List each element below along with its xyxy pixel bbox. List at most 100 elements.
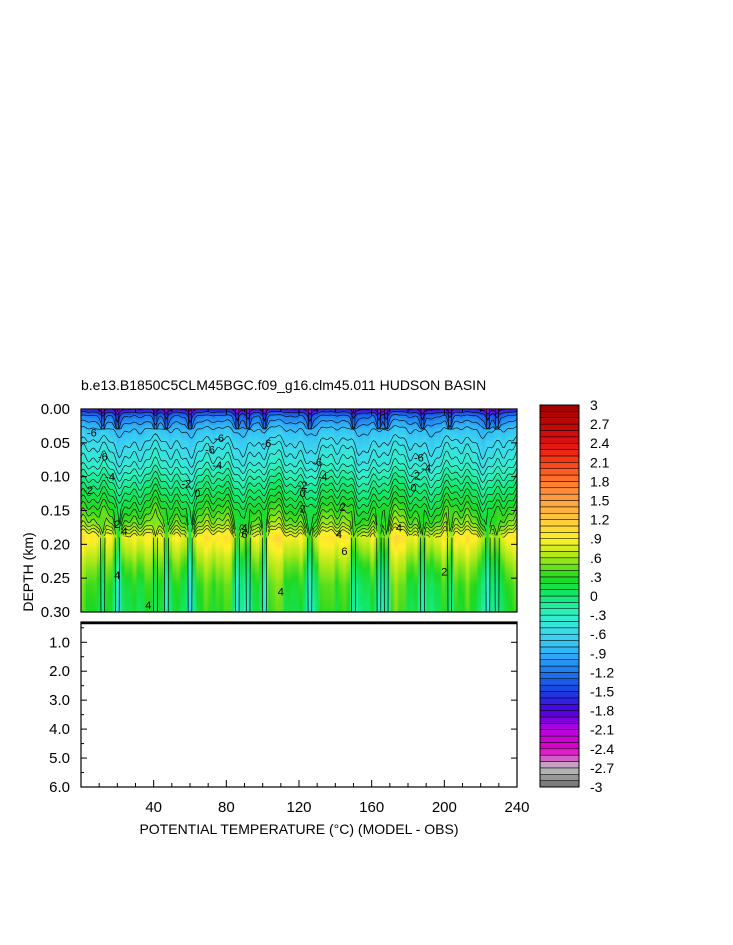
field-cell	[326, 443, 332, 448]
field-cell	[429, 447, 435, 451]
field-cell	[132, 475, 138, 480]
field-cell	[437, 415, 443, 420]
field-cell	[390, 409, 395, 413]
field-cell	[263, 478, 268, 483]
field-cell	[291, 507, 296, 512]
field-cell	[445, 437, 451, 442]
field-cell	[283, 409, 288, 413]
field-cell	[398, 532, 403, 537]
field-cell	[136, 472, 142, 477]
field-cell	[449, 510, 455, 515]
field-cell	[287, 412, 292, 416]
field-cell	[437, 469, 443, 474]
field-cell	[417, 507, 423, 512]
field-cell	[318, 459, 324, 464]
field-cell	[406, 497, 411, 502]
field-cell	[140, 475, 146, 480]
field-cell	[199, 450, 205, 454]
field-cell	[358, 532, 364, 537]
field-cell	[501, 434, 506, 439]
field-cell	[112, 466, 118, 470]
field-cell	[275, 481, 280, 486]
field-cell	[243, 453, 249, 458]
field-cell	[362, 488, 367, 493]
field-cell	[513, 520, 517, 524]
field-cell	[132, 488, 138, 493]
field-cell	[180, 500, 185, 505]
field-cell	[195, 520, 201, 524]
field-cell	[219, 504, 225, 508]
field-cell	[207, 475, 213, 480]
field-cell	[124, 478, 130, 483]
field-cell	[330, 504, 336, 508]
field-cell	[402, 424, 407, 429]
field-cell	[148, 523, 153, 527]
field-cell	[140, 507, 146, 512]
field-cell	[84, 545, 90, 550]
field-cell	[394, 440, 399, 445]
field-cell	[84, 529, 90, 534]
field-cell	[402, 504, 407, 508]
field-cell	[172, 434, 177, 439]
field-cell	[231, 494, 237, 499]
field-cell	[152, 450, 157, 454]
field-cell	[417, 418, 423, 423]
field-cell	[148, 520, 153, 524]
field-cell	[354, 523, 360, 527]
field-cell	[465, 520, 471, 524]
field-cell	[203, 447, 209, 451]
field-cell	[429, 421, 435, 426]
field-cell	[231, 535, 237, 540]
field-cell	[203, 418, 209, 423]
field-cell	[247, 535, 253, 540]
field-cell	[112, 450, 118, 454]
field-cell	[92, 551, 98, 556]
field-cell	[92, 412, 98, 416]
field-cell	[413, 412, 419, 416]
field-cell	[437, 523, 443, 527]
field-cell	[382, 447, 387, 451]
field-cell	[144, 447, 149, 451]
field-cell	[144, 504, 149, 508]
field-cell	[251, 456, 256, 461]
field-cell	[184, 500, 189, 505]
field-cell	[457, 532, 463, 537]
field-cell	[211, 443, 217, 448]
field-cell	[314, 507, 320, 512]
field-cell	[489, 548, 494, 553]
field-cell	[160, 551, 165, 556]
field-cell	[120, 409, 126, 413]
field-cell	[409, 494, 415, 499]
field-cell	[433, 466, 439, 470]
field-cell	[132, 421, 138, 426]
field-cell	[291, 456, 296, 461]
field-cell	[299, 535, 304, 540]
field-cell	[354, 491, 360, 496]
field-cell	[481, 418, 486, 423]
field-cell	[449, 516, 455, 521]
field-cell	[263, 462, 268, 467]
field-cell	[283, 450, 288, 454]
field-cell	[402, 507, 407, 512]
field-cell	[271, 421, 276, 426]
field-cell	[219, 472, 225, 477]
field-cell	[176, 510, 181, 515]
field-cell	[465, 459, 471, 464]
field-cell	[172, 466, 177, 470]
field-cell	[140, 450, 146, 454]
field-cell	[172, 526, 177, 531]
field-cell	[346, 529, 352, 534]
field-cell	[164, 523, 169, 527]
field-cell	[513, 478, 517, 483]
field-cell	[417, 415, 423, 420]
field-cell	[116, 456, 122, 461]
field-cell	[279, 497, 284, 502]
field-cell	[295, 412, 300, 416]
field-cell	[271, 523, 276, 527]
field-cell	[144, 491, 149, 496]
field-cell	[505, 485, 510, 489]
field-cell	[223, 539, 229, 543]
field-cell	[413, 485, 419, 489]
field-cell	[449, 478, 455, 483]
field-cell	[144, 548, 149, 553]
